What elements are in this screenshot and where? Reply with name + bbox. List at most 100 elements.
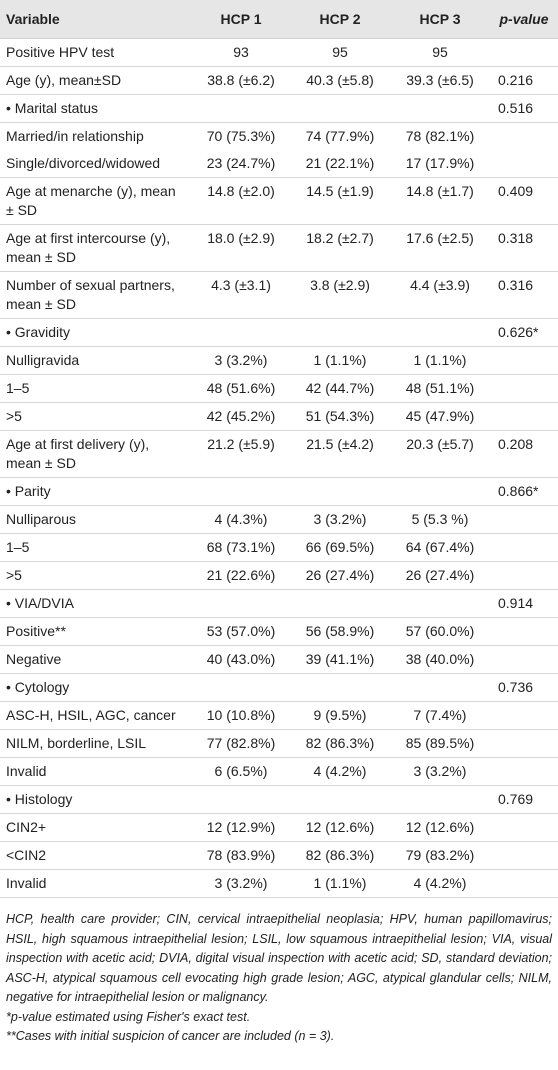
table-row: Nulliparous 4 (4.3%) 3 (3.2%) 5 (5.3 %)	[0, 505, 558, 534]
empty-cell	[192, 94, 290, 123]
table-row: Negative 40 (43.0%) 39 (41.1%) 38 (40.0%)	[0, 645, 558, 674]
row-label: Age (y), mean±SD	[0, 66, 192, 95]
empty-cell	[390, 673, 490, 702]
empty-cell	[290, 477, 390, 506]
row-label: • Marital status	[0, 94, 192, 123]
empty-cell	[290, 673, 390, 702]
table-cell: 4.3 (±3.1)	[192, 271, 290, 319]
empty-cell	[490, 813, 558, 842]
table-cell: 23 (24.7%)	[192, 150, 290, 178]
row-label: 1–5	[0, 533, 192, 562]
row-label: >5	[0, 561, 192, 590]
table-cell: 0.626*	[490, 318, 558, 347]
table-cell: 0.769	[490, 785, 558, 814]
empty-cell	[490, 841, 558, 870]
row-label: Nulligravida	[0, 346, 192, 375]
table-cell: 82 (86.3%)	[290, 841, 390, 870]
row-label: Number of sexual partners, mean ± SD	[0, 271, 192, 319]
table-cell: 40 (43.0%)	[192, 645, 290, 674]
empty-cell	[192, 477, 290, 506]
table-cell: 39.3 (±6.5)	[390, 66, 490, 95]
header-cell: p-value	[490, 0, 558, 39]
table-cell: 0.866*	[490, 477, 558, 506]
table-row: • VIA/DVIA 0.914	[0, 589, 558, 618]
table-cell: 17 (17.9%)	[390, 150, 490, 178]
table-cell: 18.0 (±2.9)	[192, 224, 290, 272]
table-cell: 40.3 (±5.8)	[290, 66, 390, 95]
data-table: Variable HCP 1 HCP 2 HCP 3 p-value Positive …	[0, 0, 558, 898]
table-cell: 74 (77.9%)	[305, 128, 375, 144]
table-cell: 0.316	[490, 271, 558, 319]
empty-cell	[390, 477, 490, 506]
table-cell: 39 (41.1%)	[290, 645, 390, 674]
row-label: >5	[0, 402, 192, 431]
empty-cell	[490, 701, 558, 730]
empty-cell	[490, 402, 558, 431]
table-row: • Marital status 0.516	[0, 94, 558, 123]
table-cell: 1 (1.1%)	[290, 346, 390, 375]
table-row: Age at first delivery (y), mean ± SD 21.2…	[0, 430, 558, 478]
table-cell: 85 (89.5%)	[390, 729, 490, 758]
header-row: Variable HCP 1 HCP 2 HCP 3 p-value	[0, 0, 558, 39]
table-cell: 1 (1.1%)	[290, 869, 390, 898]
table-row: Number of sexual partners, mean ± SD 4.3 …	[0, 271, 558, 319]
table-cell: 20.3 (±5.7)	[390, 430, 490, 478]
table-cell: 4 (4.2%)	[390, 869, 490, 898]
table-row: • Parity 0.866*	[0, 477, 558, 506]
table-cell: 38 (40.0%)	[390, 645, 490, 674]
row-label: Nulliparous	[0, 505, 192, 534]
table-row: Invalid 6 (6.5%) 4 (4.2%) 3 (3.2%)	[0, 757, 558, 786]
table-cell: 14.8 (±1.7)	[390, 177, 490, 225]
empty-cell	[490, 123, 558, 151]
footnote: HCP, health care provider; CIN, cervical…	[6, 912, 552, 1004]
table-cell: 42 (45.2%)	[192, 402, 290, 431]
table-cell: 3 (3.2%)	[192, 346, 290, 375]
table-row: Positive** 53 (57.0%) 56 (58.9%) 57 (60.0%)	[0, 617, 558, 646]
table-cell: 3 (3.2%)	[390, 757, 490, 786]
table-cell: 4.4 (±3.9)	[390, 271, 490, 319]
table-row: Age (y), mean±SD 38.8 (±6.2) 40.3 (±5.8) 39…	[0, 66, 558, 95]
row-label: NILM, borderline, LSIL	[0, 729, 192, 758]
row-label: Negative	[0, 645, 192, 674]
table-cell: 4 (4.3%)	[192, 505, 290, 534]
table-cell: 45 (47.9%)	[390, 402, 490, 431]
empty-cell	[192, 589, 290, 618]
table-cell: 12 (12.6%)	[290, 813, 390, 842]
table-cell: 56 (58.9%)	[290, 617, 390, 646]
table-cell: 68 (73.1%)	[192, 533, 290, 562]
empty-cell	[490, 505, 558, 534]
table-cell: 0.216	[490, 66, 558, 95]
table-row: Age at first intercourse (y), mean ± SD 1…	[0, 224, 558, 272]
table-cell: 0.914	[490, 589, 558, 618]
table-cell: 26 (27.4%)	[390, 561, 490, 590]
empty-cell	[290, 318, 390, 347]
table-cell: 95	[290, 38, 390, 67]
row-label: Single/divorced/widowed	[0, 150, 192, 178]
table-cell: 0.318	[490, 224, 558, 272]
table-cell: 79 (83.2%)	[390, 841, 490, 870]
empty-cell	[490, 729, 558, 758]
row-label: • Parity	[0, 477, 192, 506]
table-cell: 17.6 (±2.5)	[390, 224, 490, 272]
row-label: • Histology	[0, 785, 192, 814]
table-cell: 14.8 (±2.0)	[192, 177, 290, 225]
row-label: • Gravidity	[0, 318, 192, 347]
table-cell: 70 (75.3%)	[206, 128, 276, 144]
table-row: Positive HPV test 93 95 95	[0, 38, 558, 67]
empty-cell	[390, 785, 490, 814]
row-label: ASC-H, HSIL, AGC, cancer	[0, 701, 192, 730]
row-label: CIN2+	[0, 813, 192, 842]
table-row: Invalid 3 (3.2%) 1 (1.1%) 4 (4.2%)	[0, 869, 558, 898]
empty-cell	[290, 785, 390, 814]
row-label: • VIA/DVIA	[0, 589, 192, 618]
table-cell: 64 (67.4%)	[390, 533, 490, 562]
table-row: CIN2+ 12 (12.9%) 12 (12.6%) 12 (12.6%)	[0, 813, 558, 842]
table-cell: 57 (60.0%)	[390, 617, 490, 646]
row-label: Invalid	[0, 757, 192, 786]
table-cell: 18.2 (±2.7)	[290, 224, 390, 272]
table-cell: 14.5 (±1.9)	[290, 177, 390, 225]
table-cell: 38.8 (±6.2)	[192, 66, 290, 95]
table-cell: 0.516	[490, 94, 558, 123]
row-label: Age at first delivery (y), mean ± SD	[0, 430, 192, 478]
